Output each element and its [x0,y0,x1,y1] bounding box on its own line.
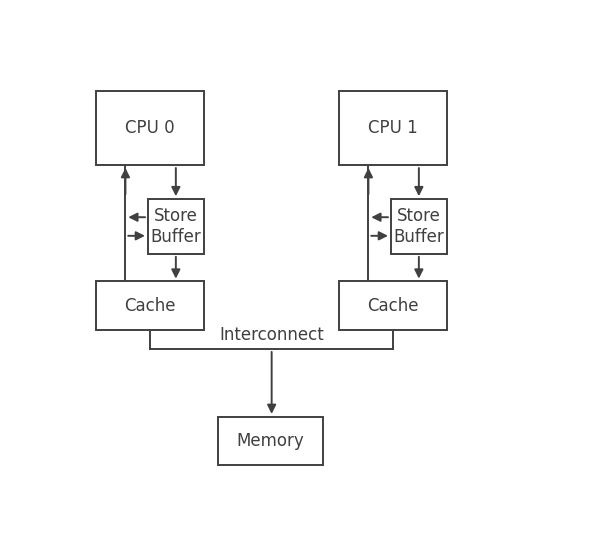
Text: Store
Buffer: Store Buffer [394,207,444,246]
Text: CPU 1: CPU 1 [368,119,418,137]
Text: CPU 0: CPU 0 [125,119,175,137]
Text: Interconnect: Interconnect [219,326,324,344]
FancyBboxPatch shape [96,91,204,165]
FancyBboxPatch shape [148,199,204,254]
Text: Store
Buffer: Store Buffer [151,207,201,246]
FancyBboxPatch shape [218,417,323,466]
Text: Cache: Cache [124,297,176,315]
Text: Memory: Memory [236,432,305,450]
FancyBboxPatch shape [339,282,447,330]
Text: Cache: Cache [367,297,419,315]
FancyBboxPatch shape [96,282,204,330]
FancyBboxPatch shape [391,199,447,254]
FancyBboxPatch shape [339,91,447,165]
